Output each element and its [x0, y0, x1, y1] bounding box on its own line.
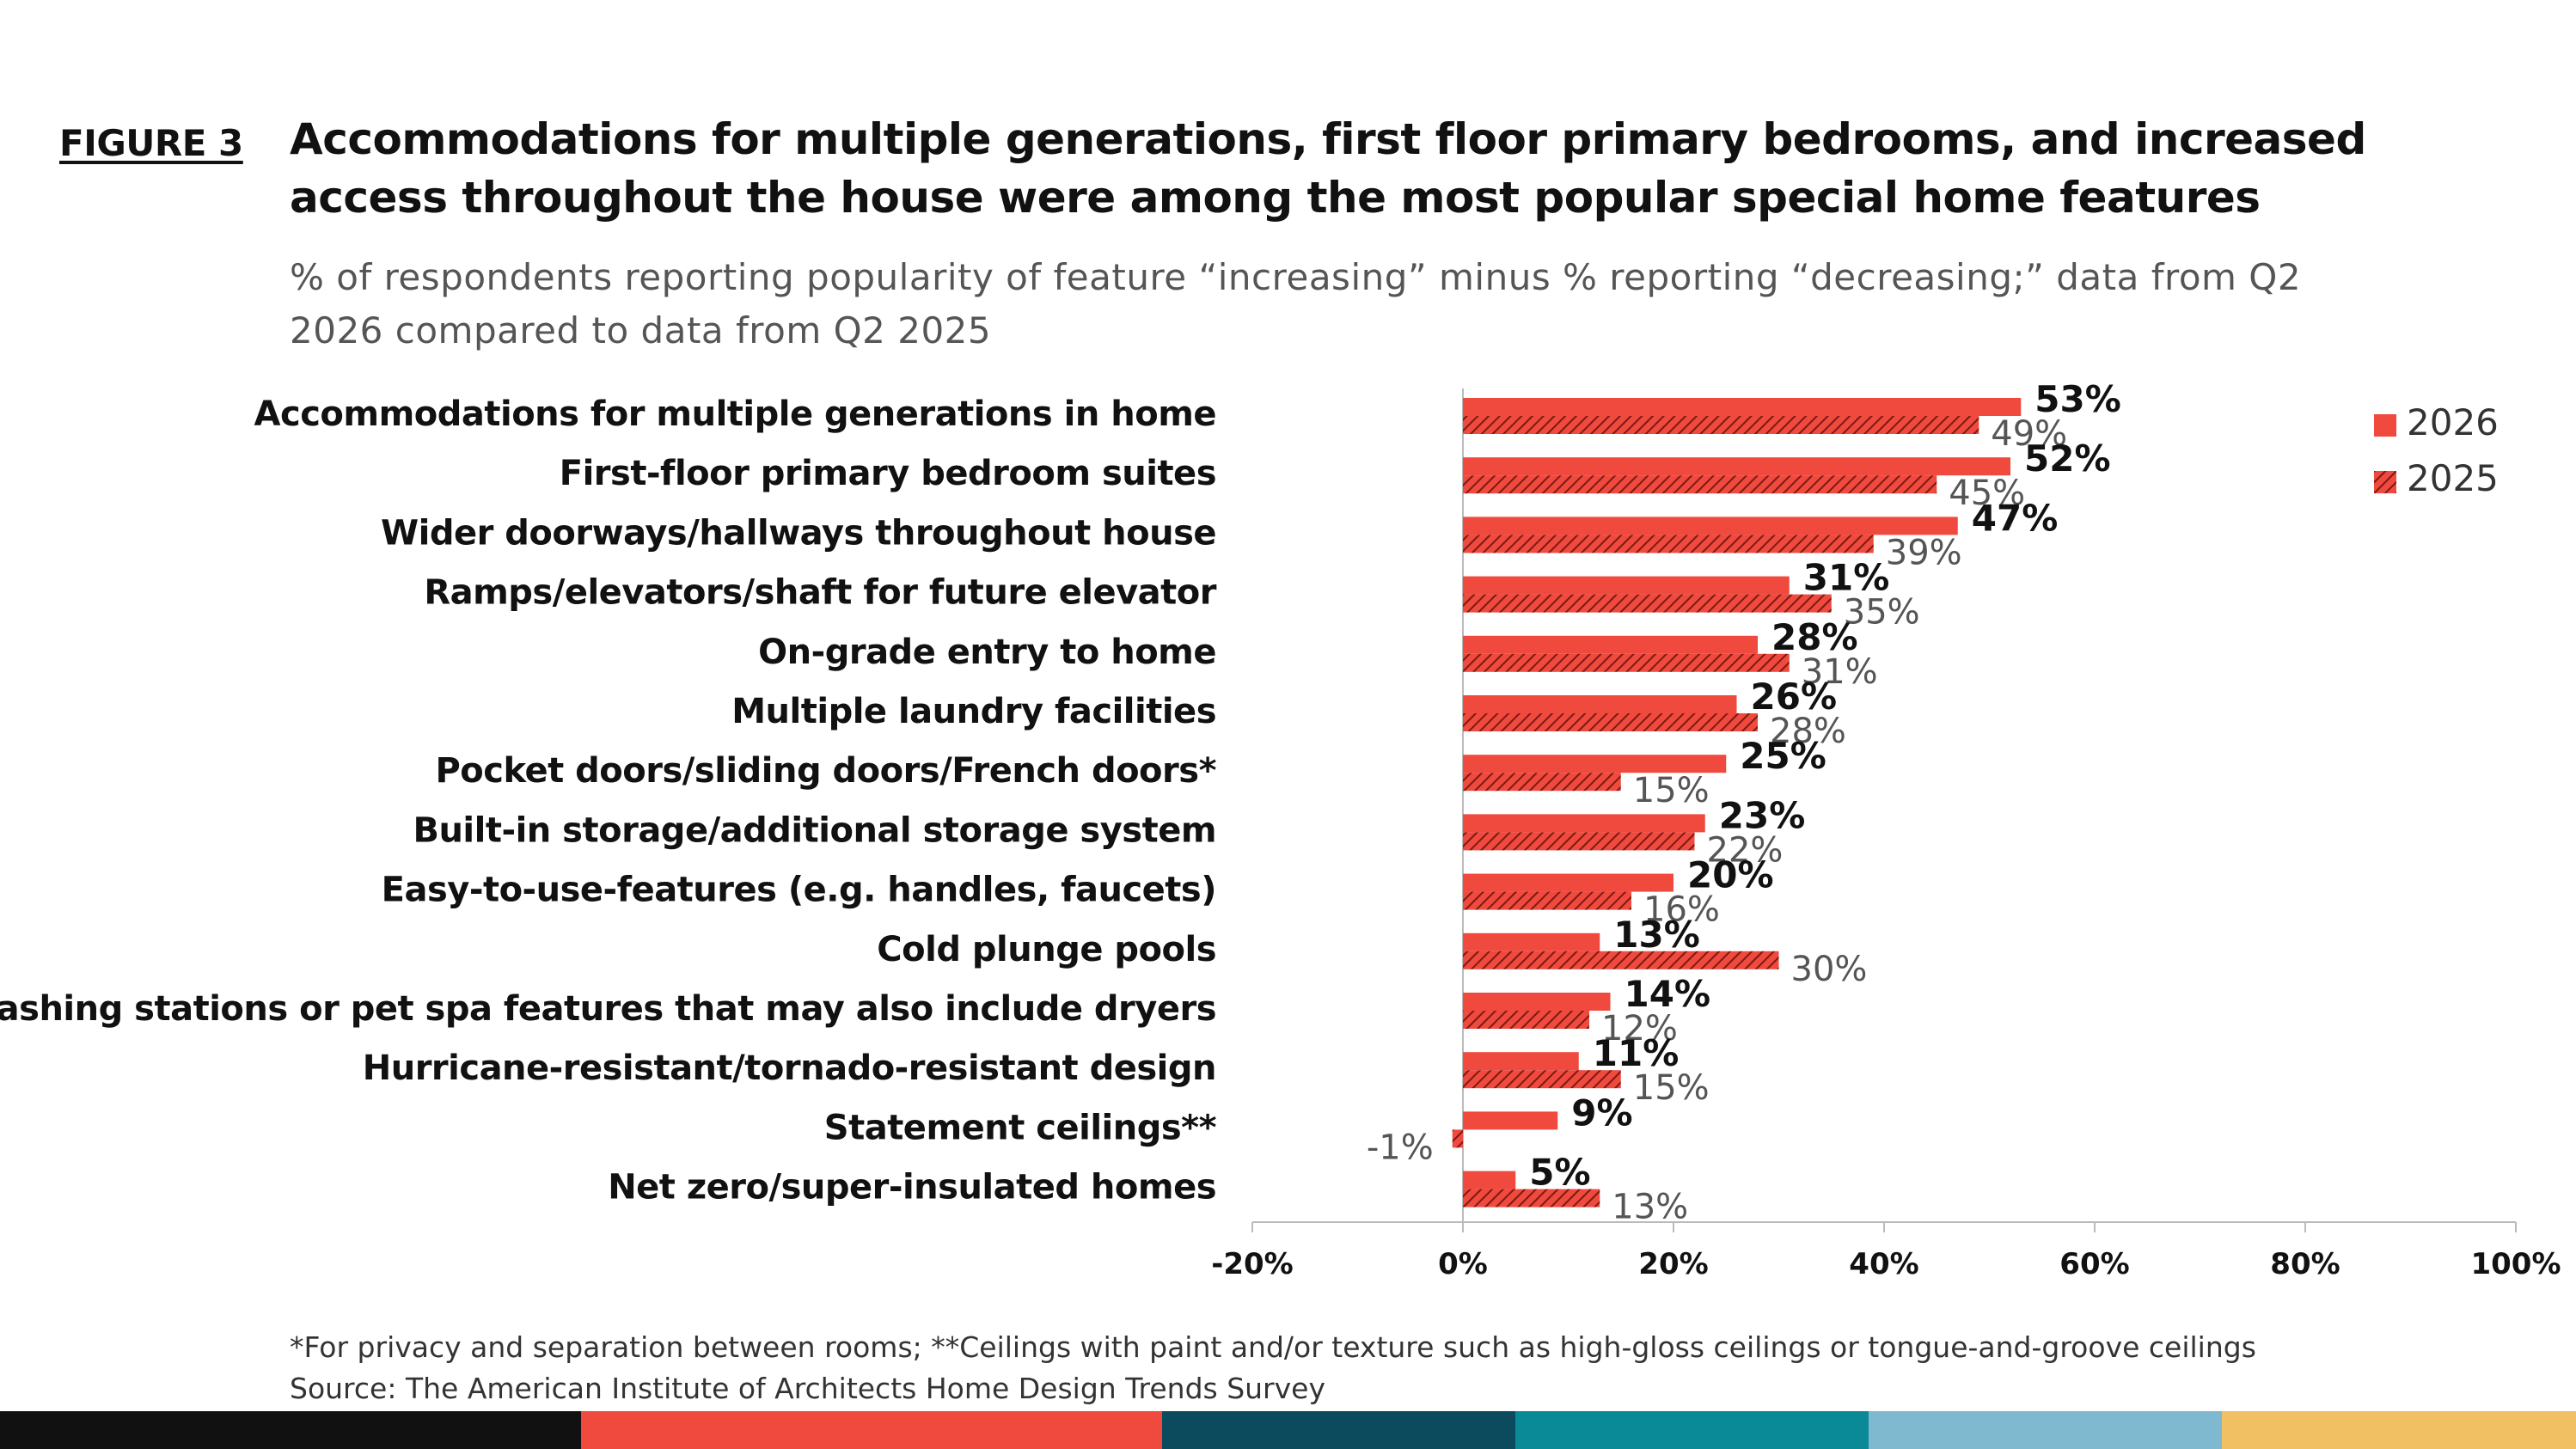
data-label-2026: 31% [1803, 557, 1890, 599]
bar-2026 [1463, 517, 1958, 535]
bar-2026 [1463, 993, 1611, 1011]
category-label: First-floor primary bedroom suites [560, 454, 1216, 493]
category-label: Net zero/super-insulated homes [608, 1168, 1216, 1208]
category-label: Pocket doors/sliding doors/French doors* [435, 751, 1216, 791]
strip-segment [581, 1411, 1162, 1449]
data-label-2025: 16% [1643, 890, 1720, 930]
bar-2026 [1463, 635, 1758, 654]
data-label-2026: 23% [1719, 794, 1806, 836]
data-label-2025: 39% [1886, 533, 1962, 572]
source-note: Source: The American Institute of Archit… [290, 1372, 1325, 1405]
data-label-2026: 13% [1613, 914, 1700, 956]
bar-2025 [1463, 475, 1937, 494]
category-label: Accommodations for multiple generations … [254, 394, 1216, 434]
data-label-2025: 49% [1991, 414, 2067, 454]
bar-2026 [1463, 1111, 1558, 1130]
legend-swatch-2026 [2374, 414, 2396, 437]
bar-2026 [1463, 1052, 1579, 1071]
data-label-2025: 12% [1601, 1009, 1678, 1049]
bar-2026 [1463, 457, 2010, 476]
data-label-2026: 52% [2024, 437, 2111, 480]
legend-label-2025: 2025 [2407, 457, 2499, 499]
strip-segment [1515, 1411, 1869, 1449]
chart-title: Accommodations for multiple generations,… [290, 114, 2366, 223]
data-label-2025: 15% [1633, 1068, 1710, 1108]
data-label-2026: 11% [1593, 1032, 1680, 1074]
data-label-2026: 28% [1771, 616, 1858, 658]
category-label: Hurricane-resistant/tornado-resistant de… [363, 1049, 1216, 1088]
bar-2025 [1463, 832, 1695, 851]
category-label: Built-in storage/additional storage syst… [413, 810, 1216, 850]
bar-2026 [1463, 398, 2022, 416]
x-tick-label: 80% [2270, 1247, 2340, 1281]
chart-subtitle: % of respondents reporting popularity of… [290, 256, 2302, 352]
bar-2026 [1463, 873, 1673, 892]
bar-chart: -20% 0% 20% 40% 60% 80% 100% Accommodations for… [0, 378, 2561, 1281]
bar-2026 [1463, 695, 1737, 713]
category-label: Statement ceilings** [824, 1108, 1217, 1147]
x-tick-label: -20% [1211, 1247, 1294, 1281]
bar-2025 [1463, 951, 1779, 969]
data-label-2026: 9% [1571, 1091, 1632, 1134]
figure-label: FIGURE 3 [59, 122, 243, 164]
data-label-2026: 26% [1751, 676, 1838, 718]
bar-2025 [1463, 713, 1758, 731]
bar-2025 [1463, 416, 1979, 434]
category-label: Cold plunge pools [877, 930, 1216, 969]
bar-2025 [1463, 1011, 1589, 1029]
bar-2026 [1463, 755, 1727, 773]
x-tick-label: 40% [1849, 1247, 1918, 1281]
data-label-2025: 30% [1791, 950, 1868, 989]
x-tick-label: 20% [1638, 1247, 1708, 1281]
data-label-2025: -1% [1367, 1128, 1434, 1167]
data-label-2026: 53% [2034, 378, 2121, 420]
bar-2025 [1463, 1189, 1600, 1208]
bar-2025 [1463, 891, 1631, 910]
x-tick-label: 100% [2470, 1247, 2561, 1281]
bar-2026 [1463, 814, 1705, 833]
bar-2025 [1463, 773, 1621, 792]
bar-2025 [1463, 653, 1790, 672]
strip-segment [1162, 1411, 1515, 1449]
footnote: *For privacy and separation between room… [290, 1330, 2256, 1364]
category-label: Ramps/elevators/shaft for future elevato… [424, 573, 1216, 613]
category-label: Multiple laundry facilities [731, 692, 1216, 731]
x-tick-label: 0% [1438, 1247, 1488, 1281]
category-label: On-grade entry to home [758, 633, 1216, 672]
category-label: Easy-to-use-features (e.g. handles, fauc… [382, 871, 1216, 910]
bar-2026 [1463, 1171, 1516, 1189]
data-label-2025: 22% [1707, 830, 1784, 870]
data-label-2025: 35% [1844, 593, 1920, 633]
data-label-2026: 5% [1529, 1152, 1590, 1194]
category-label: Pet washing stations or pet spa features… [0, 989, 1216, 1029]
strip-segment [1869, 1411, 2222, 1449]
x-tick-label: 60% [2059, 1247, 2129, 1281]
data-label-2026: 47% [1972, 497, 2059, 539]
category-label: Wider doorways/hallways throughout house [381, 513, 1216, 553]
bar-2025 [1452, 1129, 1463, 1148]
data-label-2026: 14% [1625, 973, 1711, 1015]
data-label-2025: 28% [1770, 712, 1846, 751]
data-label-2025: 15% [1633, 771, 1710, 810]
legend-label-2026: 2026 [2407, 401, 2499, 443]
data-label-2025: 13% [1612, 1188, 1688, 1227]
legend-swatch-2025 [2374, 471, 2396, 493]
data-label-2025: 31% [1802, 652, 1878, 692]
strip-segment [0, 1411, 581, 1449]
legend: 2026 2025 [2374, 401, 2499, 499]
data-label-2025: 45% [1949, 474, 2025, 513]
bar-2025 [1463, 535, 1874, 553]
brand-color-strip [0, 1411, 2576, 1449]
bar-2025 [1463, 594, 1832, 613]
strip-segment [2222, 1411, 2576, 1449]
plot-area: -20% 0% 20% 40% 60% 80% 100% Accommodations for… [0, 378, 2561, 1281]
data-label-2026: 20% [1687, 854, 1774, 896]
bar-2025 [1463, 1070, 1621, 1089]
bar-2026 [1463, 576, 1790, 595]
data-label-2026: 25% [1740, 735, 1826, 777]
bar-2026 [1463, 932, 1600, 951]
